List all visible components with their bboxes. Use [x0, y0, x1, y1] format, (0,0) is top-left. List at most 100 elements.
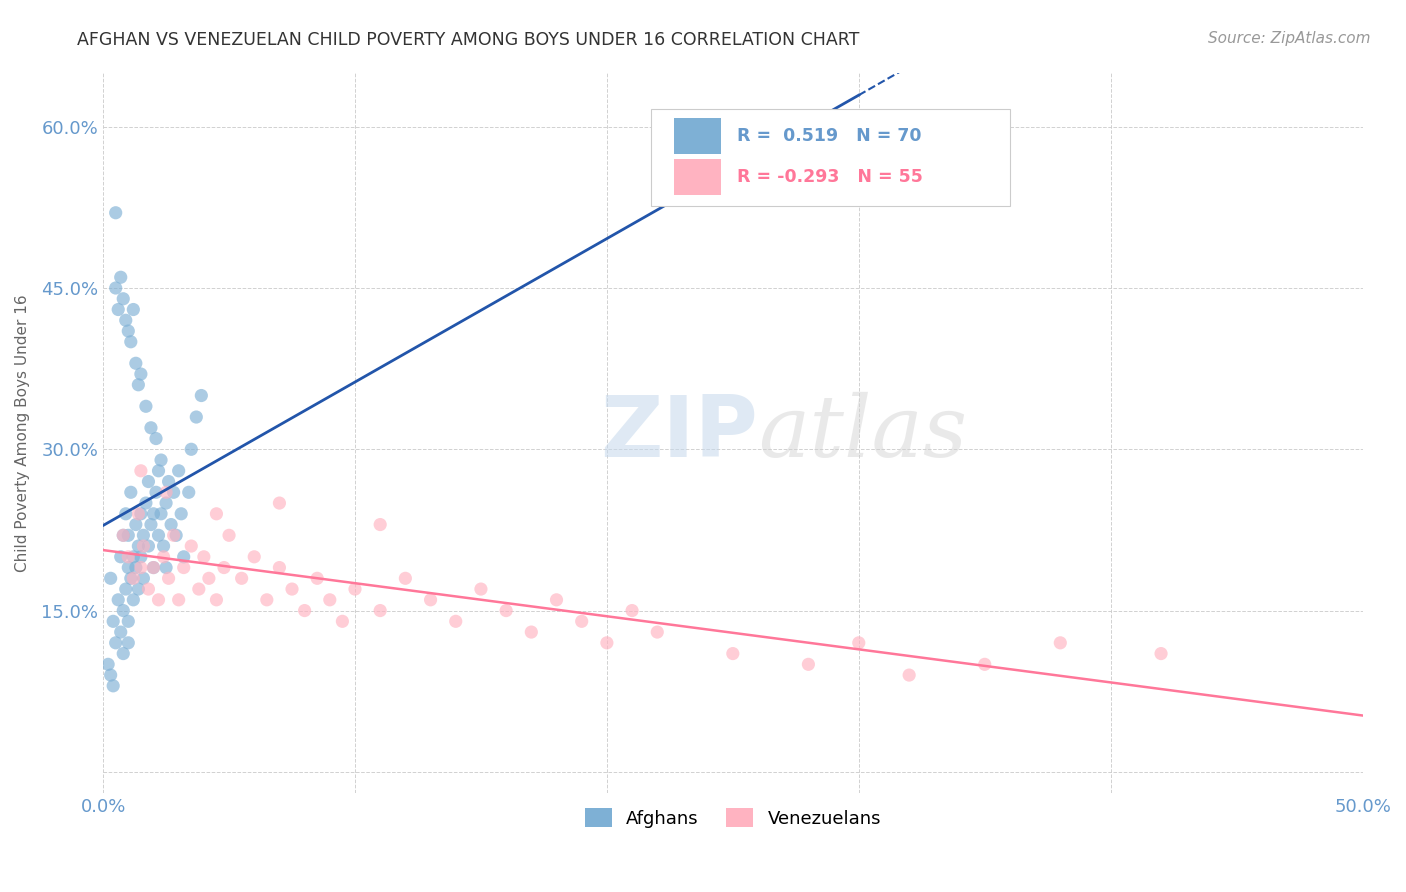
Point [307, 571, 329, 585]
Text: AFGHAN VS VENEZUELAN CHILD POVERTY AMONG BOYS UNDER 16 CORRELATION CHART: AFGHAN VS VENEZUELAN CHILD POVERTY AMONG… [77, 31, 859, 49]
Point [122, 592, 145, 607]
Point [117, 636, 139, 650]
Point [294, 603, 316, 617]
Point [110, 549, 132, 564]
Point [1049, 636, 1071, 650]
Point [520, 625, 543, 640]
Point [104, 636, 127, 650]
Point [167, 464, 190, 478]
Point [180, 539, 202, 553]
Point [470, 582, 492, 596]
Point [138, 475, 160, 489]
Point [117, 615, 139, 629]
Point [155, 560, 177, 574]
Point [117, 549, 139, 564]
Point [269, 560, 291, 574]
Point [117, 528, 139, 542]
Point [138, 582, 160, 596]
Point [112, 528, 135, 542]
Point [165, 528, 187, 542]
Point [122, 302, 145, 317]
Point [243, 549, 266, 564]
Point [107, 592, 129, 607]
Point [157, 571, 180, 585]
Point [132, 528, 155, 542]
Point [122, 549, 145, 564]
Point [256, 592, 278, 607]
Point [150, 507, 173, 521]
Point [193, 549, 215, 564]
Point [110, 270, 132, 285]
Point [269, 496, 291, 510]
Point [495, 603, 517, 617]
Point [132, 571, 155, 585]
Point [127, 507, 149, 521]
Point [444, 615, 467, 629]
Point [394, 571, 416, 585]
Point [132, 539, 155, 553]
Point [125, 356, 148, 370]
Point [157, 475, 180, 489]
Point [596, 636, 619, 650]
Point [120, 485, 142, 500]
Point [114, 582, 136, 596]
Point [139, 421, 162, 435]
Point [101, 615, 124, 629]
Legend: Afghans, Venezuelans: Afghans, Venezuelans [578, 801, 889, 835]
Point [212, 560, 235, 574]
Point [97, 657, 120, 672]
Point [343, 582, 366, 596]
Point [112, 603, 135, 617]
Point [721, 647, 744, 661]
Point [127, 539, 149, 553]
Point [100, 571, 122, 585]
Point [155, 496, 177, 510]
Point [190, 388, 212, 402]
Point [127, 377, 149, 392]
Point [114, 507, 136, 521]
Point [129, 367, 152, 381]
Point [117, 324, 139, 338]
Point [645, 625, 668, 640]
Point [129, 549, 152, 564]
Point [100, 668, 122, 682]
Text: R =  0.519   N = 70: R = 0.519 N = 70 [737, 128, 921, 145]
Point [142, 560, 165, 574]
Point [170, 507, 193, 521]
Point [162, 528, 184, 542]
Point [180, 442, 202, 457]
Point [218, 528, 240, 542]
Point [125, 517, 148, 532]
Point [120, 571, 142, 585]
Point [973, 657, 995, 672]
Point [129, 560, 152, 574]
Point [1150, 647, 1173, 661]
Point [142, 507, 165, 521]
Bar [673, 160, 721, 195]
Text: atlas: atlas [758, 392, 967, 475]
Point [145, 432, 167, 446]
Point [139, 517, 162, 532]
Point [173, 560, 195, 574]
Point [129, 507, 152, 521]
Bar [673, 119, 721, 154]
Point [231, 571, 253, 585]
Point [112, 647, 135, 661]
Point [797, 657, 820, 672]
Y-axis label: Child Poverty Among Boys Under 16: Child Poverty Among Boys Under 16 [15, 294, 30, 572]
Point [368, 603, 391, 617]
Point [160, 517, 183, 532]
Point [148, 464, 170, 478]
Point [152, 549, 174, 564]
Point [162, 485, 184, 500]
Point [135, 399, 157, 413]
Point [145, 485, 167, 500]
Point [122, 571, 145, 585]
Point [129, 464, 152, 478]
Point [167, 592, 190, 607]
Point [142, 560, 165, 574]
Point [546, 592, 568, 607]
Point [107, 302, 129, 317]
Point [152, 539, 174, 553]
Point [186, 410, 208, 425]
